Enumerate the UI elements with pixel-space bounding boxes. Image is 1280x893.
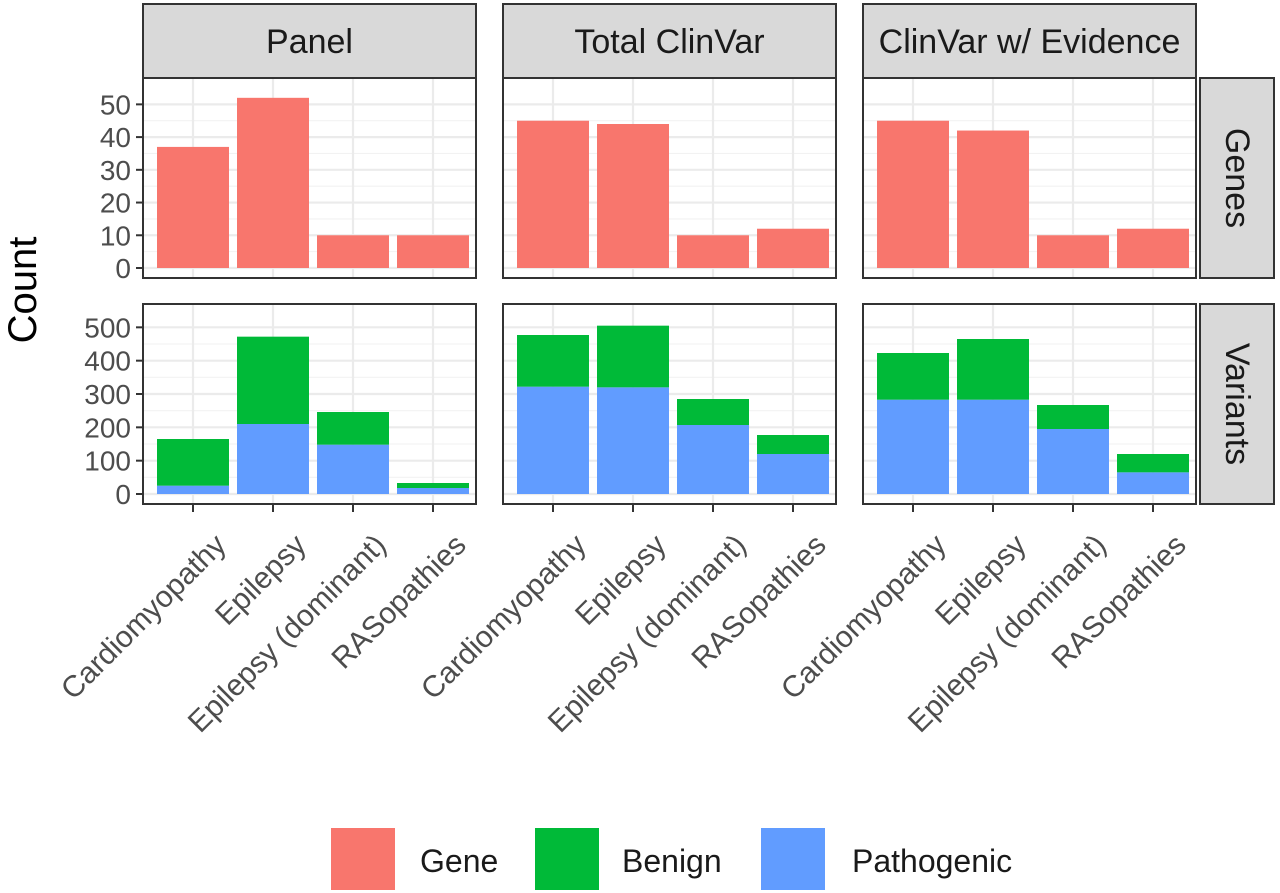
bar-panel-genes-cardiomyopathy-gene <box>157 146 229 268</box>
bar-clinvar-w-evidence-variants-cardiomyopathy-benign <box>877 353 949 400</box>
y-tick-label: 30 <box>100 155 131 186</box>
bar-panel-variants-rasopathies-pathogenic <box>397 488 469 494</box>
panel-border <box>862 303 1197 505</box>
panel-border <box>502 77 837 279</box>
legend-label-benign: Benign <box>622 843 722 879</box>
panel-border <box>862 77 1197 279</box>
bar-clinvar-w-evidence-variants-epilepsy-pathogenic <box>957 399 1029 494</box>
y-tick-label: 500 <box>84 312 131 343</box>
bar-total-clinvar-variants-cardiomyopathy-benign <box>517 335 589 387</box>
bar-clinvar-w-evidence-variants-epilepsy-benign <box>957 339 1029 400</box>
panel-panel-variants <box>142 303 477 505</box>
bar-panel-genes-rasopathies-gene <box>397 235 469 268</box>
strip-label-clinvar-w-evidence: ClinVar w/ Evidence <box>879 23 1181 61</box>
strip-genes <box>1199 77 1275 279</box>
x-tick-label: Cardiomyopathy <box>55 528 233 706</box>
bar-total-clinvar-variants-epilepsy-dominant-pathogenic <box>677 425 749 494</box>
legend-key-pathogenic <box>761 828 825 890</box>
legend-label-pathogenic: Pathogenic <box>852 843 1012 879</box>
strip-label-genes: Genes <box>1218 128 1256 228</box>
y-tick-label: 400 <box>84 346 131 377</box>
strip-clinvar-w-evidence <box>862 3 1197 79</box>
y-tick-label: 40 <box>100 122 131 153</box>
bar-total-clinvar-variants-rasopathies-benign <box>757 435 829 454</box>
column-strips: Panel Total ClinVar ClinVar w/ Evidence <box>142 3 1197 79</box>
bar-total-clinvar-genes-cardiomyopathy-gene <box>517 120 589 269</box>
bar-panel-variants-epilepsy-benign <box>237 336 309 424</box>
y-tick-label: 300 <box>84 379 131 410</box>
bar-clinvar-w-evidence-genes-cardiomyopathy-gene <box>877 120 949 269</box>
bar-panel-variants-epilepsy-pathogenic <box>237 424 309 494</box>
bar-clinvar-w-evidence-variants-cardiomyopathy-pathogenic <box>877 399 949 494</box>
y-tick-label: 100 <box>84 446 131 477</box>
bar-total-clinvar-genes-epilepsy-dominant-gene <box>677 235 749 268</box>
panel-total-clinvar-variants <box>502 303 837 505</box>
bar-panel-variants-epilepsy-dominant-benign <box>317 412 389 445</box>
bar-total-clinvar-genes-rasopathies-gene <box>757 228 829 268</box>
bar-clinvar-w-evidence-variants-epilepsy-dominant-pathogenic <box>1037 429 1109 494</box>
bar-panel-variants-cardiomyopathy-pathogenic <box>157 485 229 494</box>
bar-panel-variants-rasopathies-benign <box>397 483 469 488</box>
panel-clinvar-w-evidence-genes <box>862 77 1197 279</box>
bar-total-clinvar-genes-epilepsy-gene <box>597 124 669 268</box>
bar-total-clinvar-variants-epilepsy-benign <box>597 325 669 388</box>
strip-label-total-clinvar: Total ClinVar <box>574 23 764 61</box>
legend: Gene Benign Pathogenic <box>331 828 1012 890</box>
legend-key-benign <box>535 828 599 890</box>
strip-label-variants: Variants <box>1218 343 1256 465</box>
bar-clinvar-w-evidence-variants-rasopathies-pathogenic <box>1117 472 1189 494</box>
bar-panel-genes-epilepsy-dominant-gene <box>317 235 389 268</box>
panel-border <box>502 303 837 505</box>
bar-panel-genes-epilepsy-gene <box>237 97 309 269</box>
y-tick-label: 50 <box>100 89 131 120</box>
y-tick-label: 0 <box>115 479 131 510</box>
bar-clinvar-w-evidence-genes-rasopathies-gene <box>1117 228 1189 268</box>
bar-clinvar-w-evidence-genes-epilepsy-dominant-gene <box>1037 235 1109 268</box>
panel-border <box>142 303 477 505</box>
bar-total-clinvar-variants-cardiomyopathy-pathogenic <box>517 386 589 494</box>
legend-key-gene <box>331 828 395 890</box>
legend-label-gene: Gene <box>420 843 498 879</box>
panel-total-clinvar-genes <box>502 77 837 279</box>
strip-panel <box>142 3 477 79</box>
bar-clinvar-w-evidence-genes-epilepsy-gene <box>957 130 1029 268</box>
bar-total-clinvar-variants-epilepsy-dominant-benign <box>677 399 749 425</box>
strip-label-panel: Panel <box>266 23 353 61</box>
bar-total-clinvar-variants-epilepsy-pathogenic <box>597 387 669 494</box>
bar-total-clinvar-variants-rasopathies-pathogenic <box>757 454 829 494</box>
panel-border <box>142 77 477 279</box>
panel-clinvar-w-evidence-variants <box>862 303 1197 505</box>
panels <box>142 77 1197 505</box>
bar-panel-variants-cardiomyopathy-benign <box>157 439 229 486</box>
strip-variants <box>1199 303 1275 505</box>
y-tick-label: 200 <box>84 412 131 443</box>
bar-clinvar-w-evidence-variants-rasopathies-benign <box>1117 454 1189 473</box>
y-axis-title: Count <box>1 237 45 344</box>
y-tick-label: 20 <box>100 188 131 219</box>
panel-panel-genes <box>142 77 477 279</box>
y-tick-label: 0 <box>115 253 131 284</box>
bar-panel-variants-epilepsy-dominant-pathogenic <box>317 444 389 494</box>
strip-total-clinvar <box>502 3 837 79</box>
bar-clinvar-w-evidence-variants-epilepsy-dominant-benign <box>1037 405 1109 429</box>
y-tick-label: 10 <box>100 220 131 251</box>
row-strips: Genes Variants <box>1199 77 1275 505</box>
